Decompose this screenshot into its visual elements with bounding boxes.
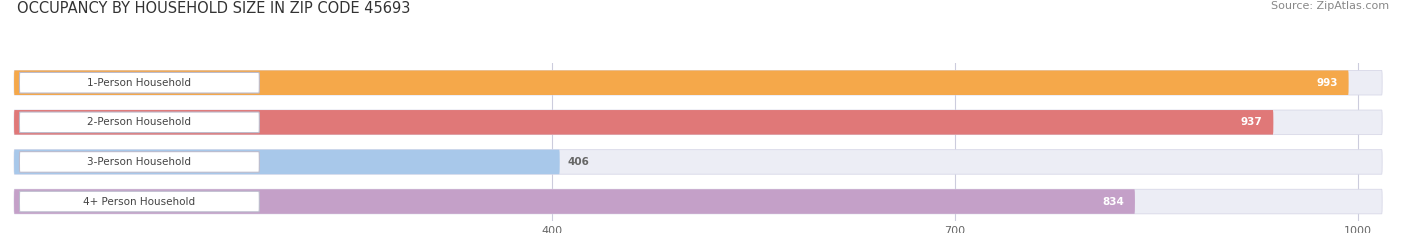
- FancyBboxPatch shape: [14, 110, 1382, 135]
- FancyBboxPatch shape: [14, 70, 1348, 95]
- FancyBboxPatch shape: [14, 110, 1274, 135]
- Text: 4+ Person Household: 4+ Person Household: [83, 197, 195, 206]
- FancyBboxPatch shape: [14, 189, 1382, 214]
- Text: 834: 834: [1102, 197, 1125, 206]
- FancyBboxPatch shape: [14, 150, 1382, 174]
- FancyBboxPatch shape: [20, 112, 259, 133]
- FancyBboxPatch shape: [20, 191, 259, 212]
- Text: 1-Person Household: 1-Person Household: [87, 78, 191, 88]
- Text: 3-Person Household: 3-Person Household: [87, 157, 191, 167]
- FancyBboxPatch shape: [14, 150, 560, 174]
- FancyBboxPatch shape: [14, 189, 1135, 214]
- Text: OCCUPANCY BY HOUSEHOLD SIZE IN ZIP CODE 45693: OCCUPANCY BY HOUSEHOLD SIZE IN ZIP CODE …: [17, 1, 411, 16]
- FancyBboxPatch shape: [14, 70, 1382, 95]
- Text: 406: 406: [568, 157, 589, 167]
- Text: 993: 993: [1316, 78, 1339, 88]
- Text: 2-Person Household: 2-Person Household: [87, 117, 191, 127]
- FancyBboxPatch shape: [20, 72, 259, 93]
- Text: Source: ZipAtlas.com: Source: ZipAtlas.com: [1271, 1, 1389, 11]
- Text: 937: 937: [1241, 117, 1263, 127]
- FancyBboxPatch shape: [20, 152, 259, 172]
